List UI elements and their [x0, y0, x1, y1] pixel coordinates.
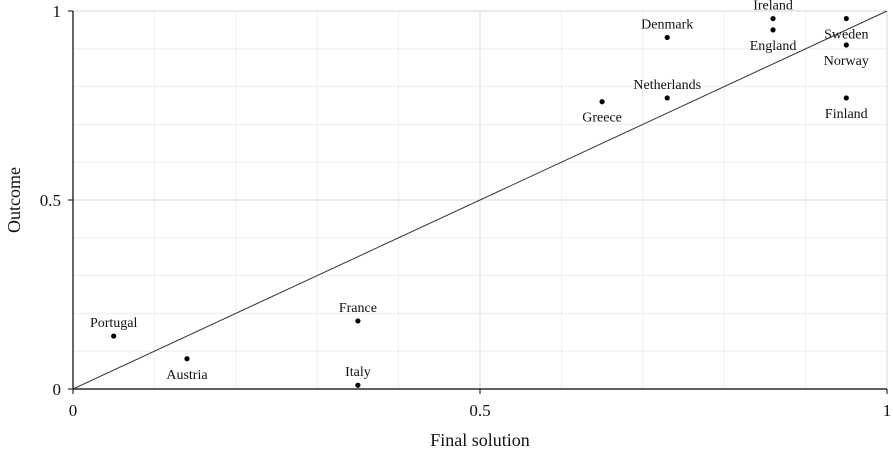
data-point	[599, 99, 605, 105]
point-label: Austria	[166, 368, 208, 383]
y-tick-label: 1	[53, 2, 62, 21]
y-axis-label: Outcome	[4, 167, 24, 233]
data-point	[770, 27, 776, 33]
point-label: France	[339, 301, 377, 316]
point-label: Norway	[824, 54, 869, 69]
point-label: Sweden	[824, 28, 868, 43]
data-point	[664, 34, 670, 41]
data-points	[111, 15, 849, 388]
data-point	[843, 15, 849, 22]
x-tick-label: 0	[69, 401, 78, 420]
data-point	[843, 95, 849, 101]
data-point	[355, 382, 361, 388]
point-label: Greece	[582, 111, 622, 126]
y-tick-label: 0.5	[40, 191, 61, 210]
reference-line-group	[72, 10, 888, 390]
reference-line	[72, 10, 888, 390]
point-label: England	[750, 39, 797, 54]
axes	[68, 10, 888, 394]
y-tick-label: 0	[53, 380, 62, 399]
x-axis-label: Final solution	[430, 430, 530, 450]
grid	[73, 10, 888, 389]
x-tick-label: 0.5	[469, 401, 490, 420]
point-label: Italy	[345, 365, 371, 380]
point-label: Netherlands	[633, 78, 701, 93]
tick-labels: 0 0.5 1 0 0.5 1	[40, 2, 892, 420]
point-label: Ireland	[753, 0, 793, 14]
data-point	[770, 15, 776, 22]
x-tick-label: 1	[883, 401, 892, 420]
data-point	[111, 333, 117, 339]
point-labels: Portugal Austria France Italy Greece Netherla…	[90, 0, 869, 383]
point-label: Finland	[825, 107, 868, 122]
point-label: Denmark	[641, 17, 693, 32]
data-point	[355, 318, 361, 324]
data-point	[664, 95, 670, 101]
point-label: Portugal	[90, 316, 138, 331]
data-point	[184, 356, 190, 362]
data-point	[843, 42, 849, 48]
